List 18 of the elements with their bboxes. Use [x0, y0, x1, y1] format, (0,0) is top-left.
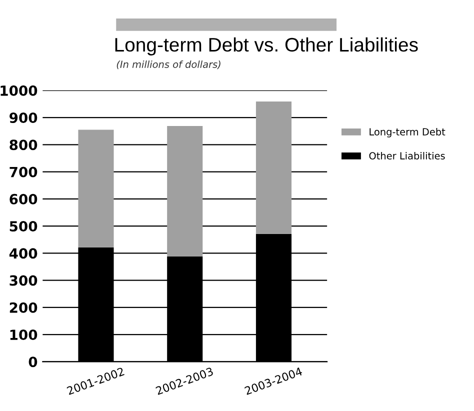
y-tick-label: 600: [10, 194, 38, 204]
chart-title: Long-term Debt vs. Other Liabilities: [115, 37, 418, 56]
bar: [78, 130, 114, 248]
y-tick-label: 0: [28, 356, 38, 368]
legend-label: Long-term Debt: [370, 128, 446, 138]
legend-label: Other Liabilities: [369, 152, 445, 160]
y-tick-label: 1000: [0, 85, 38, 96]
y-tick-label: 800: [10, 140, 38, 150]
y-tick-label: 300: [10, 275, 38, 286]
bar: [256, 102, 292, 234]
y-tick-label: 500: [10, 221, 38, 232]
y-tick-label: 400: [9, 248, 38, 259]
y-tick-label: 900: [10, 112, 38, 124]
chart-subtitle: (In millions of dollars): [116, 60, 220, 70]
bar: [167, 126, 203, 256]
y-tick-label: 700: [10, 166, 38, 178]
y-tick-label: 100: [10, 330, 38, 340]
y-tick-label: 200: [10, 302, 38, 313]
